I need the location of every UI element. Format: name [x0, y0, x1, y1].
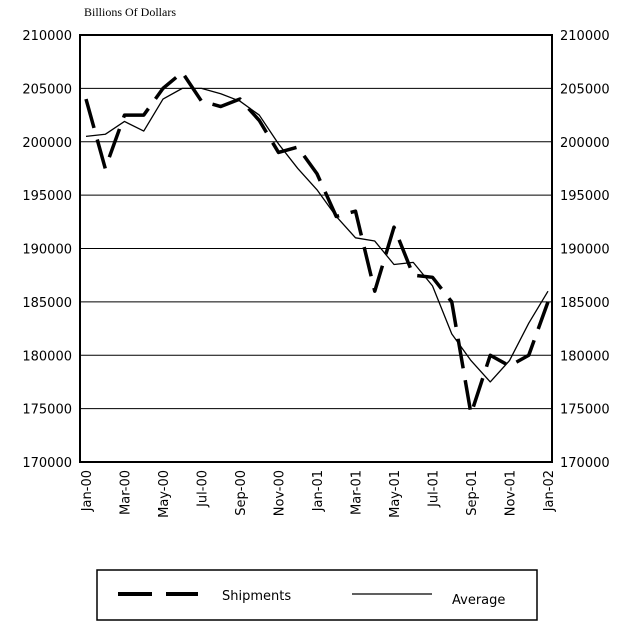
y-axis-title: Billions Of Dollars	[84, 5, 176, 19]
legend-label: Shipments	[222, 589, 291, 604]
x-tick-label: Mar-01	[350, 470, 365, 515]
y-tick-label: 175000	[22, 403, 72, 418]
x-tick-label: Jan-00	[80, 470, 95, 512]
y-tick-label: 185000	[22, 296, 72, 311]
y-tick-label: 170000	[22, 456, 72, 471]
y2-tick-label: 200000	[560, 136, 610, 151]
x-tick-label: Nov-01	[504, 470, 519, 516]
y2-tick-label: 205000	[560, 82, 610, 97]
y-tick-label: 205000	[22, 82, 72, 97]
y2-tick-label: 170000	[560, 456, 610, 471]
y-tick-label: 195000	[22, 189, 72, 204]
y2-tick-label: 210000	[560, 29, 610, 44]
y-tick-label: 180000	[22, 349, 72, 364]
x-tick-label: Mar-00	[119, 470, 134, 515]
y2-tick-label: 195000	[560, 189, 610, 204]
series-line	[84, 70, 550, 416]
series-line	[85, 87, 549, 383]
x-tick-label: Sep-01	[465, 470, 480, 516]
x-tick-label: May-00	[157, 470, 172, 518]
y2-tick-label: 185000	[560, 296, 610, 311]
y2-tick-label: 190000	[560, 243, 610, 258]
x-tick-label: Jan-01	[311, 470, 326, 512]
x-tick-label: Jul-01	[427, 470, 442, 508]
x-tick-label: Nov-00	[273, 470, 288, 516]
legend-label: Average	[452, 593, 505, 608]
y2-tick-label: 175000	[560, 403, 610, 418]
x-tick-label: Jan-02	[542, 470, 557, 512]
legend-box	[96, 569, 538, 621]
y-tick-label: 200000	[22, 136, 72, 151]
y-tick-label: 190000	[22, 243, 72, 258]
x-tick-label: May-01	[388, 470, 403, 518]
x-tick-label: Jul-00	[196, 470, 211, 508]
y2-tick-label: 180000	[560, 349, 610, 364]
x-tick-label: Sep-00	[234, 470, 249, 516]
y-tick-label: 210000	[22, 29, 72, 44]
